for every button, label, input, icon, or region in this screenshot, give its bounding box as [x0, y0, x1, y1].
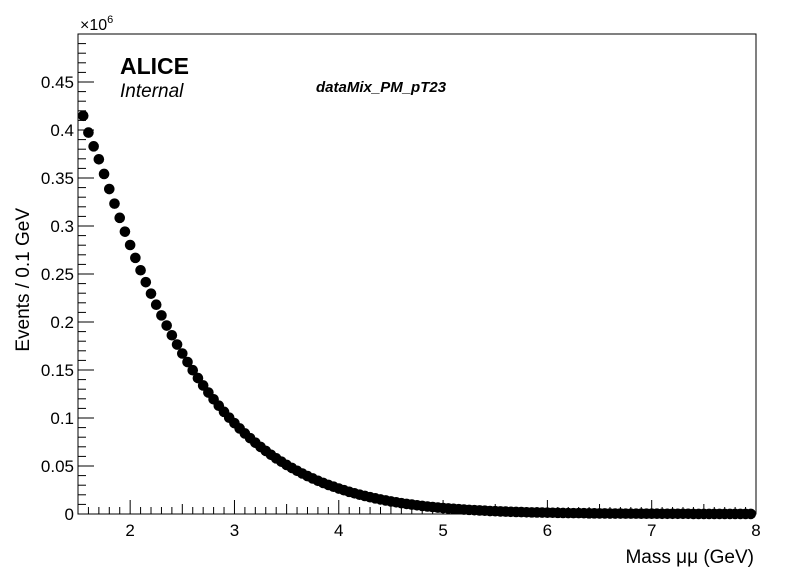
y-tick-label: 0.3: [50, 217, 74, 236]
y-tick-label: 0.05: [41, 457, 74, 476]
y-tick-label: 0.2: [50, 313, 74, 332]
data-point: [93, 153, 105, 165]
data-point: [145, 288, 157, 299]
data-point: [130, 252, 141, 264]
data-point: [98, 168, 110, 180]
y-axis-ticks: [78, 43, 94, 515]
data-point: [124, 239, 136, 251]
x-tick-label: 7: [647, 521, 656, 540]
data-point: [156, 310, 167, 321]
x-tick-label: 2: [125, 521, 134, 540]
x-tick-label: 4: [334, 521, 343, 540]
data-point: [171, 339, 183, 350]
data-point: [166, 329, 178, 341]
data-point: [77, 110, 89, 122]
data-point: [83, 127, 94, 138]
data-point: [150, 299, 162, 311]
x-tick-label: 6: [543, 521, 552, 540]
brand-subtitle-label: Internal: [120, 81, 184, 102]
x-tick-label: 3: [230, 521, 239, 540]
data-points: [77, 110, 757, 520]
data-point: [135, 264, 146, 276]
data-point: [119, 226, 131, 237]
plot-frame: [77, 33, 757, 515]
y-tick-label: 0.15: [41, 361, 74, 380]
y-tick-label: 0.45: [41, 73, 74, 92]
y-tick-label: 0.1: [50, 409, 74, 428]
x-tick-labels: 2 3 4 5 6 7 8: [125, 521, 760, 540]
y-tick-labels: 0 0.05 0.1 0.15 0.2 0.25 0.3 0.35 0.4 0.45: [41, 73, 74, 524]
x-axis-label: Mass μμ (GeV): [625, 547, 754, 568]
data-point: [103, 183, 115, 195]
data-point: [192, 372, 204, 384]
y-tick-label: 0: [65, 505, 74, 524]
data-point: [187, 364, 199, 376]
data-point: [182, 356, 193, 368]
y-multiplier-label: ×106: [80, 14, 113, 34]
data-point: [140, 276, 152, 288]
dataset-label: dataMix_PM_pT23: [316, 79, 447, 96]
data-point: [177, 348, 188, 359]
y-axis-label: Events / 0.1 GeV: [13, 208, 34, 352]
data-point: [161, 320, 172, 331]
x-tick-label: 5: [438, 521, 447, 540]
brand-label: ALICE: [120, 53, 189, 79]
data-point: [88, 141, 99, 152]
y-tick-label: 0.25: [41, 265, 74, 284]
y-tick-label: 0.35: [41, 169, 74, 188]
x-tick-label: 8: [751, 521, 760, 540]
data-point: [745, 508, 757, 520]
data-point: [114, 212, 126, 224]
y-tick-label: 0.4: [50, 121, 74, 140]
data-point: [109, 198, 120, 209]
